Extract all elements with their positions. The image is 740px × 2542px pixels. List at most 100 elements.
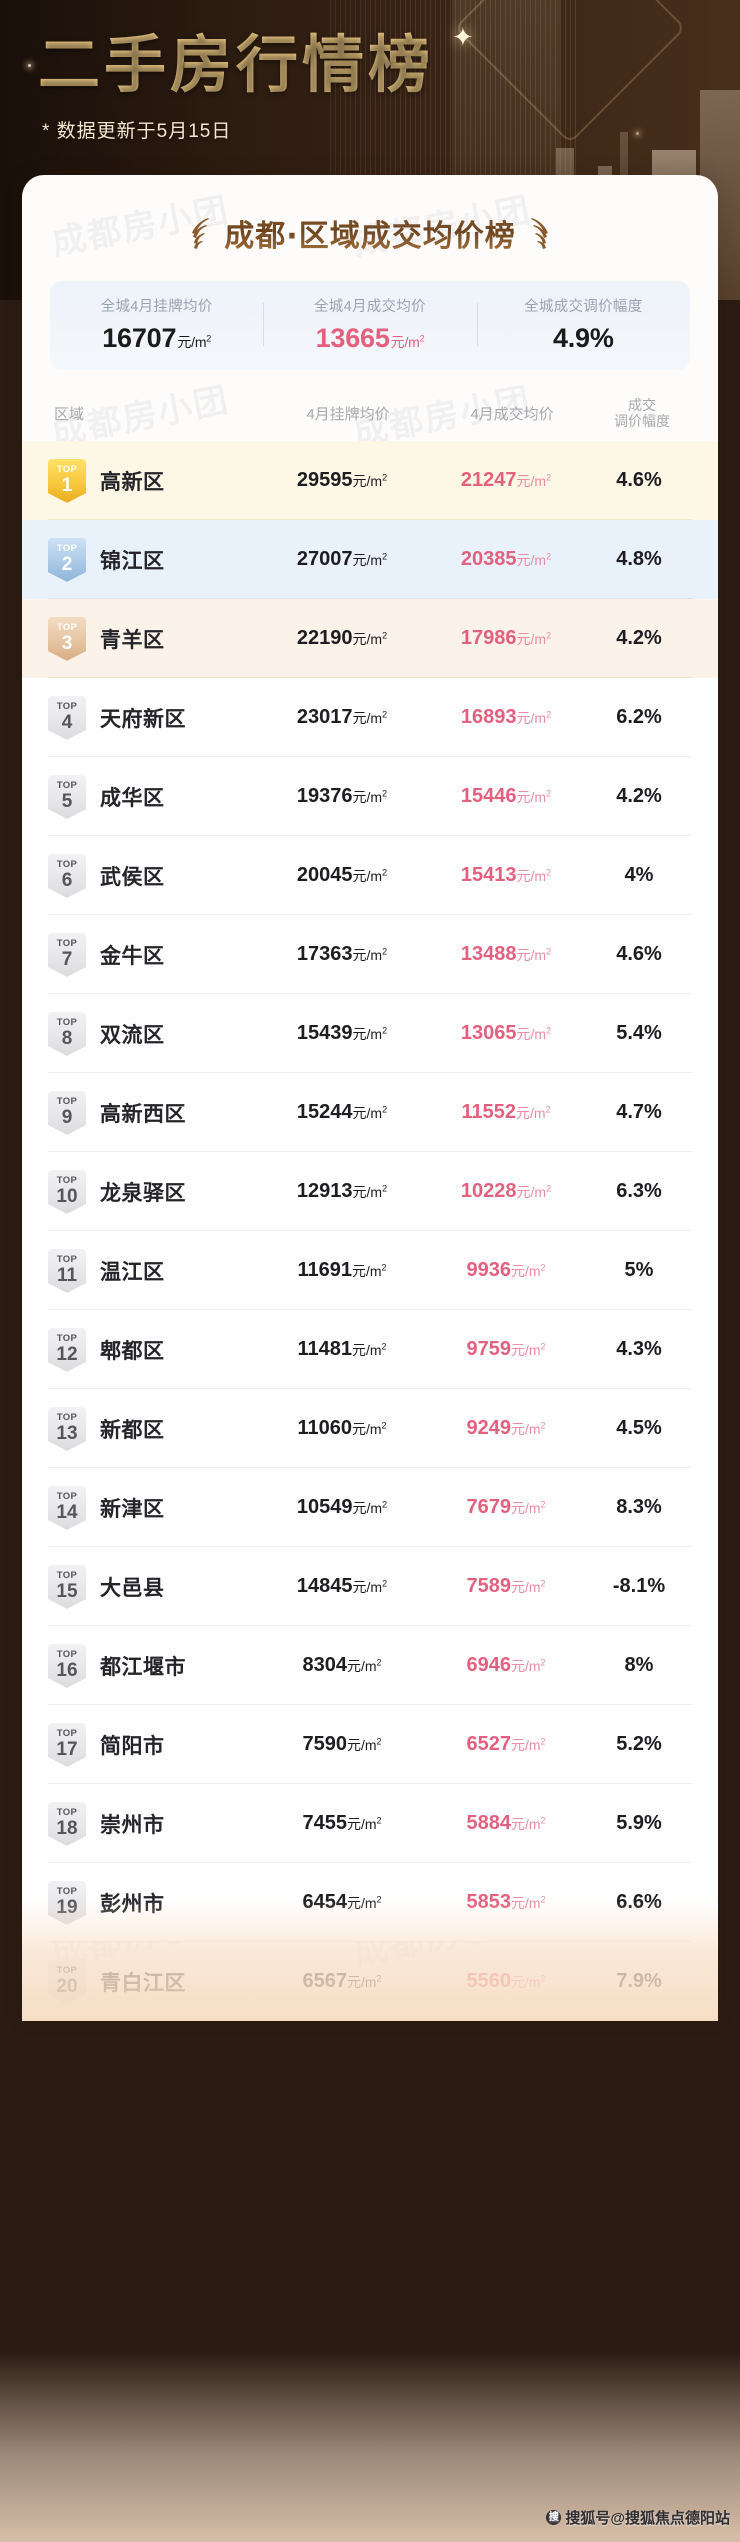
rank-badge: TOP 20 [48,1959,86,2004]
rank-badge-number: 2 [61,553,73,575]
cell-deal-price: 11552元/m2 [461,1101,551,1124]
table-row[interactable]: TOP 4 天府新区 23017元/m2 16893元/m2 6.2% [22,678,718,758]
rank-badge: TOP 3 [48,616,86,661]
table-row[interactable]: TOP 5 成华区 19376元/m2 15446元/m2 4.2% [22,757,718,837]
cell-region: 青羊区 [100,628,165,652]
table-row[interactable]: TOP 7 金牛区 17363元/m2 13488元/m2 4.6% [22,915,718,995]
table-row[interactable]: TOP 20 青白江区 6567元/m2 5560元/m2 7.9% [22,1942,718,2021]
rank-badge-number: 3 [61,632,73,654]
table-row[interactable]: TOP 19 彭州市 6454元/m2 5853元/m2 6.6% [22,1863,718,1943]
cell-region: 彭州市 [100,1892,165,1916]
cell-region: 成华区 [100,786,165,810]
table-row[interactable]: TOP 2 锦江区 27007元/m2 20385元/m2 4.8% [22,520,718,600]
rank-badge-number: 12 [56,1343,78,1365]
cell-rate: 5.2% [616,1733,662,1756]
rank-badge-number: 18 [56,1817,78,1839]
cell-deal-price: 5884元/m2 [466,1812,546,1835]
rank-badge: TOP 5 [48,774,86,819]
table-row[interactable]: TOP 3 青羊区 22190元/m2 17986元/m2 4.2% [22,599,718,679]
cell-listing-price: 7455元/m2 [302,1812,382,1835]
rank-badge-label: TOP [56,1333,78,1345]
cell-deal-price: 13488元/m2 [460,943,552,966]
cell-listing-price: 11481元/m2 [297,1338,387,1361]
cell-listing-price: 11060元/m2 [297,1417,387,1440]
table-row[interactable]: TOP 1 高新区 29595元/m2 21247元/m2 4.6% [22,441,718,521]
summary-stat-listing: 全城4月挂牌均价 16707元/m2 [50,295,263,354]
cell-deal-price: 15446元/m2 [460,785,552,808]
cell-rate: 4.7% [616,1101,662,1124]
summary-label: 全城成交调价幅度 [524,299,643,315]
rank-badge-label: TOP [56,1412,78,1424]
table-row[interactable]: TOP 16 都江堰市 8304元/m2 6946元/m2 8% [22,1626,718,1706]
rank-badge: TOP 15 [48,1564,86,1609]
rank-badge: TOP 6 [48,853,86,898]
rank-badge-label: TOP [56,1017,78,1029]
cell-region: 双流区 [100,1023,165,1047]
cell-rate: -8.1% [612,1575,666,1598]
table-row[interactable]: TOP 15 大邑县 14845元/m2 7589元/m2 -8.1% [22,1547,718,1627]
cell-listing-price: 14845元/m2 [296,1575,388,1598]
summary-value: 4.9% [552,323,614,353]
cell-deal-price: 16893元/m2 [460,706,552,729]
cell-region: 新都区 [100,1418,165,1442]
cell-deal-price: 13065元/m2 [460,1022,552,1045]
rank-badge-label: TOP [56,1728,78,1740]
summary-value: 16707元/m2 [50,323,263,354]
table-row[interactable]: TOP 11 温江区 11691元/m2 9936元/m2 5% [22,1231,718,1311]
cell-rate: 4% [624,864,654,887]
sparkle-icon [28,64,31,67]
star-sparkle-icon: ✦ [452,22,474,52]
cell-rate: 4.6% [616,943,662,966]
cell-listing-price: 8304元/m2 [302,1654,382,1677]
rank-badge-number: 8 [61,1027,73,1049]
laurel-right-icon [530,218,548,249]
rank-badge-number: 5 [61,790,73,812]
column-header-rate-line1: 成交 [628,397,656,413]
table-row[interactable]: TOP 10 龙泉驿区 12913元/m2 10228元/m2 6.3% [22,1152,718,1232]
rank-badge-label: TOP [56,1807,78,1819]
cell-deal-price: 7679元/m2 [466,1496,546,1519]
summary-stats: 全城4月挂牌均价 16707元/m2 全城4月成交均价 13665元/m2 全城… [50,281,690,370]
rank-badge-label: TOP [56,1570,78,1582]
summary-label: 全城4月挂牌均价 [100,299,213,315]
cell-deal-price: 9759元/m2 [466,1338,546,1361]
cell-rate: 8.3% [616,1496,662,1519]
table-row[interactable]: TOP 6 武侯区 20045元/m2 15413元/m2 4% [22,836,718,916]
rank-badge-label: TOP [56,1886,78,1898]
cell-region: 天府新区 [100,707,186,731]
rank-badge-number: 7 [61,948,73,970]
cell-region: 都江堰市 [100,1655,186,1679]
cell-deal-price: 5560元/m2 [466,1970,546,1993]
table-row[interactable]: TOP 8 双流区 15439元/m2 13065元/m2 5.4% [22,994,718,1074]
table-row[interactable]: TOP 17 简阳市 7590元/m2 6527元/m2 5.2% [22,1705,718,1785]
rank-badge: TOP 13 [48,1406,86,1451]
summary-number: 13665 [315,323,390,353]
rank-badge-label: TOP [56,701,78,713]
column-header-listing-price: 4月挂牌均价 [306,406,390,424]
table-row[interactable]: TOP 18 崇州市 7455元/m2 5884元/m2 5.9% [22,1784,718,1864]
cell-region: 龙泉驿区 [100,1181,186,1205]
rank-badge-label: TOP [56,1096,78,1108]
rank-badge: TOP 10 [48,1169,86,1214]
table-row[interactable]: TOP 12 郫都区 11481元/m2 9759元/m2 4.3% [22,1310,718,1390]
rank-badge-number: 20 [56,1975,78,1997]
cell-deal-price: 20385元/m2 [460,548,552,571]
rank-badge: TOP 2 [48,537,86,582]
rank-badge-number: 17 [56,1738,78,1760]
rank-badge-label: TOP [56,1965,78,1977]
cell-region: 温江区 [100,1260,165,1284]
cell-region: 简阳市 [100,1734,165,1758]
rank-badge-label: TOP [56,859,78,871]
table-row[interactable]: TOP 14 新津区 10549元/m2 7679元/m2 8.3% [22,1468,718,1548]
rank-badge: TOP 16 [48,1643,86,1688]
rank-badge-label: TOP [56,622,78,634]
cell-listing-price: 12913元/m2 [296,1180,388,1203]
ranking-table-body: TOP 1 高新区 29595元/m2 21247元/m2 4.6% TOP 2 锦江区 2700… [22,441,718,2021]
table-row[interactable]: TOP 13 新都区 11060元/m2 9249元/m2 4.5% [22,1389,718,1469]
cell-listing-price: 23017元/m2 [296,706,388,729]
table-row[interactable]: TOP 9 高新西区 15244元/m2 11552元/m2 4.7% [22,1073,718,1153]
rank-badge-number: 13 [56,1422,78,1444]
rank-badge-number: 4 [61,711,73,733]
summary-stat-rate: 全城成交调价幅度 4.9% [476,295,690,354]
rank-badge: TOP 14 [48,1485,86,1530]
